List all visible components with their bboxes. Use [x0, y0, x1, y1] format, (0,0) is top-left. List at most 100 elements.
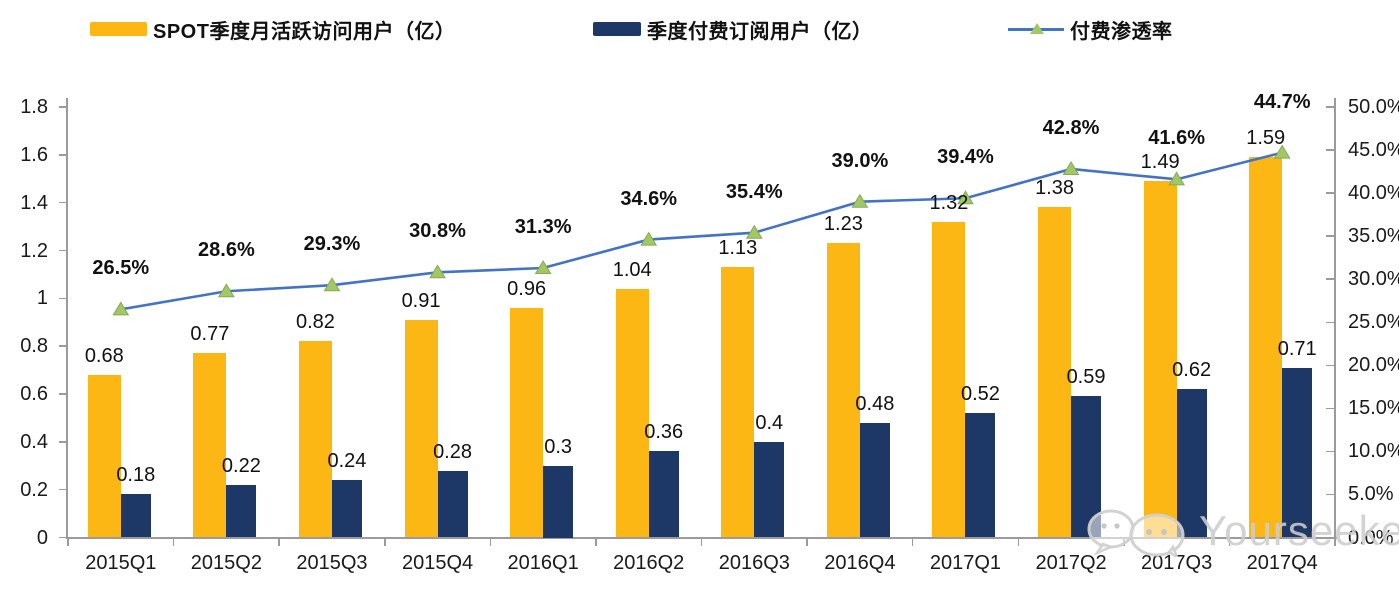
left-axis-tick	[59, 106, 68, 108]
mau-bar	[404, 319, 438, 538]
triangle-marker-icon	[217, 283, 235, 298]
mau-bar	[932, 221, 966, 538]
subscribers-bar	[648, 451, 679, 538]
subscribers-value-label: 0.24	[327, 450, 367, 473]
left-axis-tick	[59, 201, 68, 204]
mau-bar	[298, 341, 332, 538]
triangle-marker-icon	[640, 231, 658, 246]
right-axis-tick	[1326, 407, 1335, 410]
right-axis-tick	[1326, 450, 1335, 453]
subscribers-value-label: 0.62	[1172, 359, 1212, 382]
subscribers-value-label: 0.4	[755, 411, 784, 434]
mau-bar	[193, 353, 227, 538]
right-axis-tick-label: 25.0%	[1348, 311, 1399, 334]
subscribers-bar	[120, 494, 151, 538]
mau-value-label: 1.13	[718, 237, 758, 260]
left-axis-tick	[59, 488, 68, 491]
subscribers-value-label: 0.36	[644, 421, 684, 444]
penetration-value-label: 42.8%	[1042, 116, 1100, 139]
subscribers-bar	[543, 465, 574, 538]
triangle-marker-icon	[429, 264, 446, 279]
mau-value-label: 0.77	[190, 323, 230, 346]
mau-value-label: 1.32	[929, 191, 969, 214]
right-axis-tick-label: 5.0%	[1348, 483, 1394, 506]
x-axis-tick-label: 2017Q4	[1246, 552, 1318, 574]
mau-bar	[87, 374, 121, 538]
mau-value-label: 1.49	[1140, 151, 1180, 174]
bottom-axis-tick	[67, 538, 69, 546]
x-axis-tick-label: 2017Q2	[1035, 552, 1107, 574]
penetration-value-label: 26.5%	[92, 257, 150, 280]
right-axis-tick-label: 20.0%	[1348, 354, 1399, 377]
left-axis-tick-label: 0.2	[20, 478, 48, 501]
mau-value-label: 0.91	[401, 289, 441, 312]
left-axis-tick-label: 1.4	[20, 191, 48, 214]
left-axis-tick	[59, 536, 68, 539]
x-axis-tick-label: 2016Q2	[613, 552, 685, 574]
left-axis-tick-label: 0	[36, 526, 48, 549]
right-axis-tick	[1326, 235, 1335, 237]
penetration-value-label: 31.3%	[514, 216, 572, 238]
mau-value-label: 1.59	[1246, 127, 1286, 150]
bottom-axis-tick	[384, 538, 386, 546]
penetration-value-label: 29.3%	[303, 233, 361, 256]
penetration-value-label: 39.4%	[937, 146, 994, 169]
left-axis-tick	[59, 441, 68, 443]
x-axis-tick-label: 2016Q1	[507, 552, 579, 574]
subscribers-value-label: 0.59	[1066, 366, 1106, 389]
subscribers-bar	[1176, 389, 1207, 538]
right-axis-tick-label: 0.0%	[1348, 526, 1394, 549]
bottom-axis-tick	[700, 538, 703, 546]
right-axis-tick-label: 45.0%	[1348, 139, 1399, 162]
mau-bar	[826, 243, 860, 538]
subscribers-legend-label: 季度付费订阅用户（亿）	[647, 20, 873, 43]
mau-legend-swatch	[90, 22, 147, 36]
left-axis-tick-label: 0.8	[20, 335, 48, 358]
x-axis-tick-label: 2017Q3	[1141, 552, 1213, 574]
right-axis-tick-label: 35.0%	[1348, 225, 1399, 248]
penetration-legend-label: 付费渗透率	[1070, 20, 1173, 43]
penetration-value-label: 41.6%	[1148, 127, 1205, 150]
right-axis-tick	[1326, 149, 1335, 151]
penetration-value-label: 30.8%	[409, 220, 466, 243]
subscribers-value-label: 0.3	[544, 435, 573, 458]
right-axis-tick-label: 30.0%	[1348, 268, 1399, 291]
mau-value-label: 1.23	[823, 213, 863, 236]
left-axis-tick	[59, 393, 68, 395]
left-axis-tick-label: 1.2	[20, 239, 48, 262]
penetration-value-label: 28.6%	[198, 239, 255, 262]
triangle-marker-icon	[851, 193, 869, 208]
bottom-axis-tick	[1228, 538, 1231, 546]
legend-item-subscribers: 季度付费订阅用户（亿）	[593, 14, 873, 44]
x-axis-tick-label: 2015Q4	[401, 552, 474, 574]
triangle-marker-icon	[1062, 161, 1080, 175]
subscribers-value-label: 0.18	[116, 464, 156, 487]
subscribers-bar	[331, 480, 362, 538]
penetration-value-label: 34.6%	[620, 187, 678, 210]
bottom-axis-tick	[911, 538, 914, 546]
left-axis-line	[66, 98, 68, 539]
right-axis-tick-label: 50.0%	[1348, 96, 1399, 118]
x-axis-tick-label: 2015Q2	[190, 552, 262, 574]
left-axis-tick-label: 1.8	[20, 96, 48, 118]
watermark: Yourseeker	[1085, 505, 1399, 557]
penetration-value-label: 44.7%	[1253, 90, 1311, 113]
mau-value-label: 0.68	[84, 344, 124, 367]
triangle-marker-icon	[534, 260, 552, 275]
subscribers-value-label: 0.48	[855, 392, 895, 415]
subscribers-value-label: 0.28	[433, 440, 472, 463]
penetration-line-marker-icon	[1008, 21, 1064, 37]
right-axis-tick	[1326, 278, 1335, 280]
bottom-axis-tick	[806, 538, 808, 546]
bottom-axis-tick	[1334, 538, 1336, 546]
mau-bar	[510, 307, 544, 538]
left-axis-tick	[59, 297, 68, 300]
right-axis-tick-label: 40.0%	[1348, 182, 1399, 205]
right-axis-tick-label: 10.0%	[1348, 440, 1399, 463]
bottom-axis-tick	[1017, 538, 1019, 546]
mau-bar	[721, 267, 755, 538]
left-axis-tick-label: 0.6	[20, 383, 48, 405]
x-axis-tick-label: 2015Q1	[85, 552, 157, 574]
mau-value-label: 0.96	[507, 277, 547, 300]
